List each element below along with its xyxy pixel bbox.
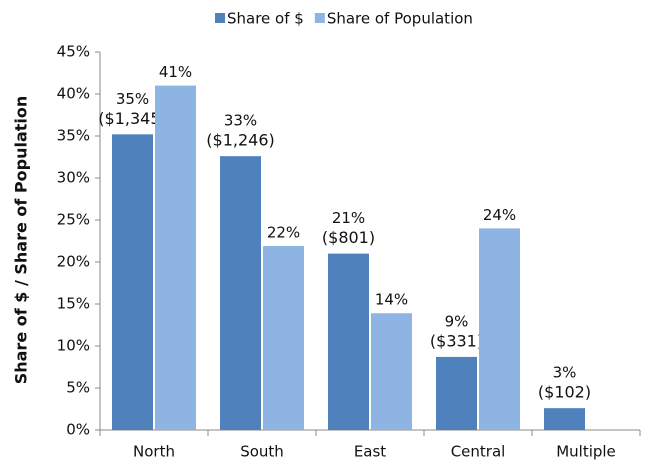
bar — [155, 85, 196, 430]
bar — [436, 356, 477, 430]
bar — [220, 156, 261, 430]
data-label-amount: ($331) — [430, 331, 483, 350]
y-tick-label: 45% — [57, 43, 90, 61]
x-tick-label: East — [354, 443, 386, 461]
legend-label: Share of Population — [327, 10, 473, 28]
data-label: 14% — [375, 291, 408, 309]
data-label: 3% — [553, 364, 577, 382]
legend-label: Share of $ — [227, 10, 304, 28]
data-label: 41% — [159, 63, 192, 81]
data-label: 33% — [224, 112, 257, 130]
y-tick-label: 20% — [57, 253, 90, 271]
data-label-amount: ($1,246) — [206, 131, 274, 150]
y-tick-label: 30% — [57, 169, 90, 187]
data-label-amount: ($801) — [322, 228, 375, 247]
data-label: 21% — [332, 209, 365, 227]
bar — [328, 253, 369, 430]
data-label: 9% — [445, 312, 469, 330]
bar — [544, 408, 585, 430]
bar — [371, 313, 412, 430]
y-tick-label: 10% — [57, 337, 90, 355]
y-axis-label: Share of $ / Share of Population — [12, 96, 31, 385]
data-label: 24% — [483, 206, 516, 224]
data-label-amount: ($102) — [538, 383, 591, 402]
x-tick-label: North — [133, 443, 175, 461]
y-tick-label: 35% — [57, 127, 90, 145]
bar — [112, 134, 153, 430]
legend-swatch — [314, 13, 325, 23]
x-tick-label: Central — [451, 443, 506, 461]
y-tick-label: 25% — [57, 211, 90, 229]
y-tick-label: 0% — [66, 421, 90, 439]
x-tick-label: South — [240, 443, 284, 461]
data-label: 22% — [267, 224, 300, 242]
bar — [263, 246, 304, 430]
y-tick-label: 40% — [57, 85, 90, 103]
x-tick-label: Multiple — [556, 443, 616, 461]
data-label: 35% — [116, 90, 149, 108]
y-tick-label: 15% — [57, 295, 90, 313]
legend-swatch — [215, 13, 225, 23]
data-label-amount: ($1,345) — [98, 109, 166, 128]
y-tick-label: 5% — [66, 379, 90, 397]
bar — [479, 228, 520, 430]
